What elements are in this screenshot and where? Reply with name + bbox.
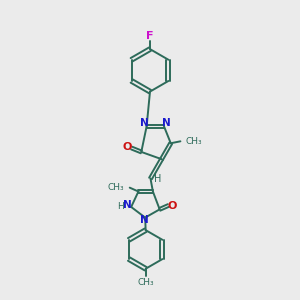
Text: N: N: [162, 118, 171, 128]
Text: CH₃: CH₃: [108, 183, 124, 192]
Text: N: N: [123, 200, 132, 210]
Text: N: N: [140, 118, 148, 128]
Text: CH₃: CH₃: [186, 137, 202, 146]
Text: CH₃: CH₃: [137, 278, 154, 287]
Text: N: N: [140, 215, 148, 226]
Text: F: F: [146, 31, 154, 40]
Text: O: O: [123, 142, 132, 152]
Text: H: H: [117, 202, 124, 211]
Text: H: H: [154, 174, 161, 184]
Text: O: O: [168, 200, 177, 211]
